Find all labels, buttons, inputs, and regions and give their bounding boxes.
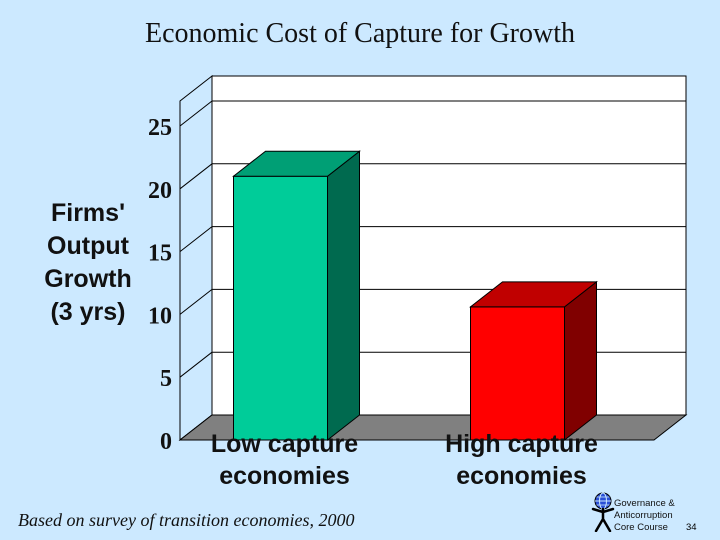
bar-side: [564, 280, 597, 442]
y-tick-label: 20: [148, 178, 172, 204]
y-axis-label-line: Output: [47, 232, 129, 260]
y-axis-label-line: (3 yrs): [50, 298, 126, 326]
y-tick-label: 25: [148, 115, 172, 141]
category-label: Low capture: [211, 430, 358, 458]
globe-figure-logo-icon: [591, 492, 615, 532]
gridline-side: [179, 100, 213, 127]
course-brand: Governance & Anticorruption Core Course: [614, 498, 718, 534]
slide-title: Economic Cost of Capture for Growth: [144, 18, 576, 49]
gridline-side: [179, 289, 213, 315]
y-axis-label-line: Growth: [44, 265, 132, 293]
y-tick-label: 15: [148, 241, 172, 267]
category-label: economies: [219, 462, 350, 490]
gridline-side: [179, 351, 213, 378]
bar-top: [232, 150, 361, 177]
y-tick-label: 5: [160, 366, 172, 392]
bar-front: [233, 175, 328, 441]
category-label: economies: [456, 462, 587, 490]
y-tick-label: 10: [148, 303, 172, 329]
gridline-side: [179, 163, 213, 190]
y-axis-label-line: Firms': [50, 199, 126, 227]
footnote: Based on survey of transition economies,…: [18, 510, 355, 530]
page-number: 34: [686, 522, 697, 533]
category-label: High capture: [445, 430, 598, 458]
gridline-side: [179, 226, 213, 252]
bar-front: [470, 306, 565, 441]
bar-top: [469, 281, 598, 308]
brand-line: Governance &: [614, 498, 675, 509]
brand-line: Core Course: [614, 522, 668, 533]
brand-line: Anticorruption: [614, 510, 673, 521]
bar-side: [327, 150, 360, 442]
y-axis-label: Firms' Output Growth (3 yrs): [20, 197, 156, 329]
y-tick-label: 0: [160, 429, 172, 455]
side-wall: [179, 74, 213, 442]
